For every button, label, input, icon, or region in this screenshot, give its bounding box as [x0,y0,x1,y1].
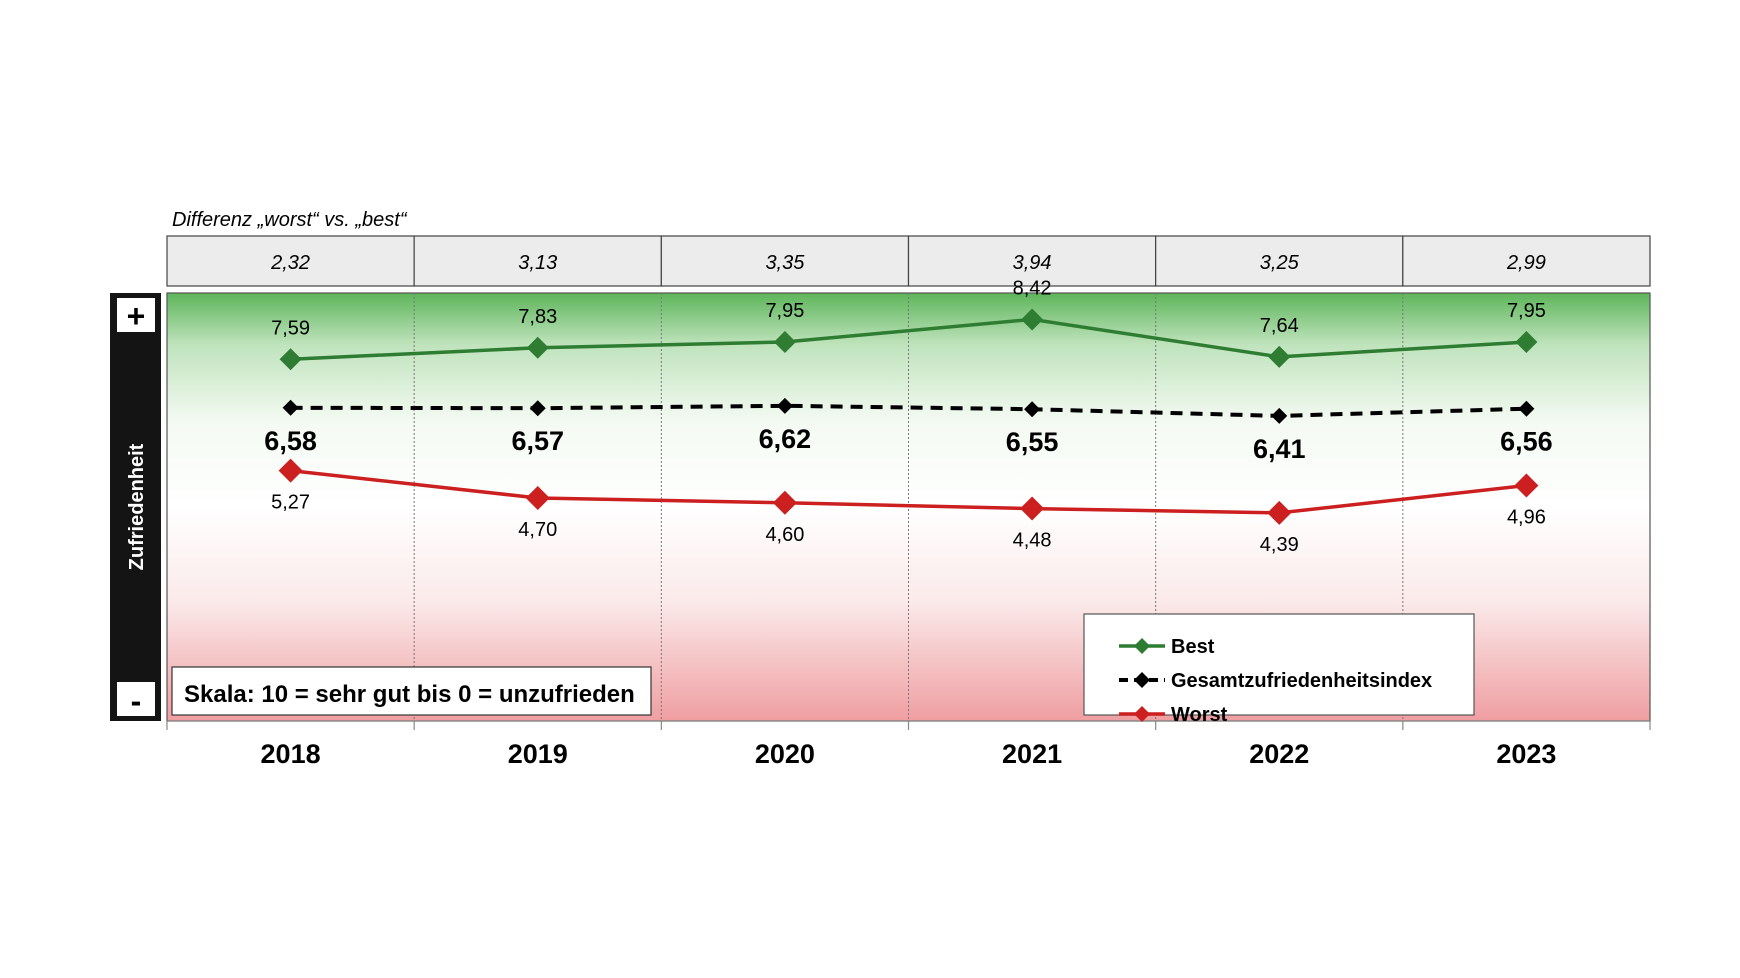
data-point [529,400,546,417]
data-point [1020,496,1045,521]
data-point [1021,308,1044,331]
data-label: 4,48 [1013,530,1052,552]
scale-note-box [171,666,652,716]
data-point [1518,400,1535,417]
data-point [1024,401,1041,418]
data-point [773,331,796,353]
series-layer [278,308,1539,525]
data-point [525,486,550,510]
data-point [526,336,549,359]
legend-marker [1134,672,1150,688]
data-point [1514,473,1539,498]
data-point [1268,345,1291,368]
minus-box [117,682,155,716]
data-labels: 7,59 7,83 7,95 8,42 7,64 7,95 6,58 6,57 6,62 6,55… [264,277,1552,555]
y-axis-bar [110,293,161,721]
difference-value: 2,32 [270,252,310,274]
data-label: 5,27 [271,492,310,514]
difference-value: 3,94 [1013,252,1052,274]
difference-cell [660,235,910,287]
data-label: 6,58 [264,426,317,456]
data-point [1515,331,1538,353]
data-label: 6,56 [1500,427,1553,457]
scale-note: Skala: 10 = sehr gut bis 0 = unzufrieden [184,681,635,708]
data-point [282,399,299,416]
x-axis: 2018 2019 2020 2021 2022 2023 [166,720,1651,769]
y-axis-label: Zufriedenheit [126,443,148,570]
legend-marker [1134,706,1150,722]
difference-value: 3,13 [518,252,557,274]
plus-box [117,298,155,332]
legend-box [1083,613,1475,716]
difference-cell [413,235,662,287]
data-point [772,490,797,515]
x-tick-label: 2022 [1249,739,1309,769]
data-label: 4,60 [765,524,804,546]
data-label: 7,59 [271,317,310,339]
data-point [279,348,302,371]
data-label: 7,95 [765,300,804,322]
minus-marker: - [131,683,142,719]
difference-caption: Differenz „worst“ vs. „best“ [172,209,408,231]
series-line-gesamtzufriedenheitsindex [290,403,1527,418]
x-tick-label: 2020 [755,739,815,769]
x-tick-label: 2019 [508,739,568,769]
data-label: 6,55 [1006,427,1059,457]
data-point [1271,407,1288,424]
data-label: 8,42 [1013,277,1052,299]
data-label: 7,64 [1260,315,1299,337]
data-label: 6,41 [1253,434,1306,464]
x-tick-label: 2023 [1496,739,1556,769]
difference-value: 2,99 [1506,252,1546,274]
data-label: 6,62 [759,424,812,454]
data-point [1267,500,1292,525]
series-line-worst [290,468,1527,515]
data-label: 4,39 [1260,534,1299,556]
difference-cell [166,235,415,287]
data-label: 7,95 [1507,300,1546,322]
legend: Best Gesamtzufriedenheitsindex Worst [1083,613,1475,726]
series-line-best [290,317,1527,362]
data-point [776,397,793,414]
plus-marker: + [127,298,146,334]
difference-value: 3,35 [765,252,805,274]
data-label: 4,70 [518,519,557,541]
data-label: 6,57 [511,426,564,456]
legend-label: Worst [1171,704,1228,726]
legend-marker [1134,638,1150,654]
data-label: 4,96 [1507,507,1546,529]
legend-label: Gesamtzufriedenheitsindex [1171,670,1432,692]
difference-cell [1155,235,1404,287]
difference-row: 2,32 3,13 3,35 3,94 3,25 2,99 [166,235,1651,287]
legend-label: Best [1171,636,1215,658]
difference-cell [907,235,1157,287]
data-label: 7,83 [518,306,557,328]
x-tick-label: 2018 [261,739,321,769]
difference-value: 3,25 [1260,252,1300,274]
data-point [278,458,303,483]
difference-cell [1402,235,1651,287]
x-tick-label: 2021 [1002,739,1062,769]
